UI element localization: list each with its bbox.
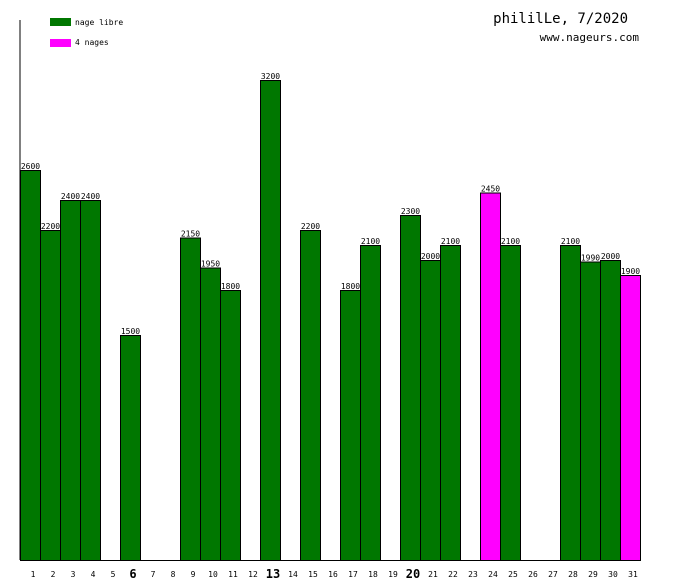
legend-swatch-4-nages xyxy=(50,39,71,47)
x-tick-labels: 1 2 3 4 5 6 7 8 9 10 11 12 13 14 15 16 17 18 19 20 21 22 23 24 2… xyxy=(31,567,638,580)
x-tick-label-16: 16 xyxy=(328,570,338,579)
legend-label-4-nages: 4 nages xyxy=(75,38,109,47)
x-tick-label-4: 4 xyxy=(91,570,96,579)
value-label-day-24: 2450 xyxy=(481,185,500,194)
value-label-day-3: 2400 xyxy=(61,192,80,201)
value-label-day-4: 2400 xyxy=(81,192,100,201)
x-tick-label-2: 2 xyxy=(51,570,56,579)
x-tick-label-30: 30 xyxy=(608,570,618,579)
x-tick-label-17: 17 xyxy=(348,570,358,579)
x-tick-label-21: 21 xyxy=(428,570,438,579)
bar-nage-libre-day-6 xyxy=(120,335,141,561)
value-label-day-1: 2600 xyxy=(21,162,40,171)
legend-label-nage-libre: nage libre xyxy=(75,18,123,27)
value-label-day-17: 1800 xyxy=(341,282,360,291)
value-label-day-30: 2000 xyxy=(601,252,620,261)
x-tick-label-25: 25 xyxy=(508,570,518,579)
bar-nage-libre-day-30 xyxy=(600,260,621,561)
x-tick-label-8: 8 xyxy=(171,570,176,579)
bar-nage-libre-day-18 xyxy=(360,245,381,561)
x-tick-label-5: 5 xyxy=(111,570,116,579)
x-tick-label-3: 3 xyxy=(71,570,76,579)
value-label-day-21: 2000 xyxy=(421,252,440,261)
bar-nage-libre-day-15 xyxy=(300,230,321,561)
x-tick-label-23: 23 xyxy=(468,570,478,579)
bar-nage-libre-day-10 xyxy=(200,267,221,561)
x-tick-label-20: 20 xyxy=(406,567,420,580)
x-tick-label-15: 15 xyxy=(308,570,318,579)
x-tick-label-28: 28 xyxy=(568,570,578,579)
bar-4-nages-day-24 xyxy=(480,192,501,561)
x-tick-label-24: 24 xyxy=(488,570,498,579)
x-tick-label-13: 13 xyxy=(266,567,280,580)
bar-nage-libre-day-25 xyxy=(500,245,521,561)
legend-swatch-nage-libre xyxy=(50,18,71,26)
bar-nage-libre-day-17 xyxy=(340,290,361,561)
value-label-day-22: 2100 xyxy=(441,237,460,246)
bar-nage-libre-day-4 xyxy=(80,200,101,561)
x-tick-label-22: 22 xyxy=(448,570,458,579)
value-label-day-10: 1950 xyxy=(201,260,220,269)
x-tick-label-1: 1 xyxy=(31,570,36,579)
value-labels: 2600 2200 2400 2400 1500 2150 1950 1800 3200 2200… xyxy=(21,72,640,336)
x-tick-label-9: 9 xyxy=(191,570,196,579)
value-label-day-29: 1990 xyxy=(581,254,600,263)
bar-nage-libre-day-13 xyxy=(260,80,281,561)
value-label-day-13: 3200 xyxy=(261,72,280,81)
chart-title: phililLe, 7/2020 xyxy=(493,11,628,27)
x-tick-label-27: 27 xyxy=(548,570,558,579)
legend: nage libre 4 nages xyxy=(50,18,123,47)
value-label-day-20: 2300 xyxy=(401,207,420,216)
value-label-day-18: 2100 xyxy=(361,237,380,246)
value-label-day-15: 2200 xyxy=(301,222,320,231)
bar-nage-libre-day-21 xyxy=(420,260,441,561)
bar-nage-libre-day-3 xyxy=(60,200,81,561)
x-tick-label-18: 18 xyxy=(368,570,378,579)
x-tick-label-29: 29 xyxy=(588,570,598,579)
bar-nage-libre-day-1 xyxy=(20,170,41,561)
bar-nage-libre-day-11 xyxy=(220,290,241,561)
value-label-day-11: 1800 xyxy=(221,282,240,291)
x-tick-label-31: 31 xyxy=(628,570,638,579)
x-tick-label-26: 26 xyxy=(528,570,538,579)
x-tick-label-6: 6 xyxy=(129,567,136,580)
value-label-day-6: 1500 xyxy=(121,327,140,336)
site-url: www.nageurs.com xyxy=(540,31,640,44)
x-tick-label-14: 14 xyxy=(288,570,298,579)
x-tick-label-11: 11 xyxy=(228,570,238,579)
bar-nage-libre-day-2 xyxy=(40,230,61,561)
bar-nage-libre-day-28 xyxy=(560,245,581,561)
x-tick-label-19: 19 xyxy=(388,570,398,579)
bar-nage-libre-day-22 xyxy=(440,245,461,561)
x-tick-label-12: 12 xyxy=(248,570,258,579)
value-label-day-9: 2150 xyxy=(181,230,200,239)
bar-nage-libre-day-20 xyxy=(400,215,421,561)
x-tick-label-10: 10 xyxy=(208,570,218,579)
value-label-day-28: 2100 xyxy=(561,237,580,246)
bar-4-nages-day-31 xyxy=(620,275,641,561)
bar-nage-libre-day-9 xyxy=(180,237,201,561)
value-label-day-25: 2100 xyxy=(501,237,520,246)
bars xyxy=(20,80,641,561)
bar-nage-libre-day-29 xyxy=(580,261,601,561)
value-label-day-31: 1900 xyxy=(621,267,640,276)
x-tick-label-7: 7 xyxy=(151,570,156,579)
value-label-day-2: 2200 xyxy=(41,222,60,231)
